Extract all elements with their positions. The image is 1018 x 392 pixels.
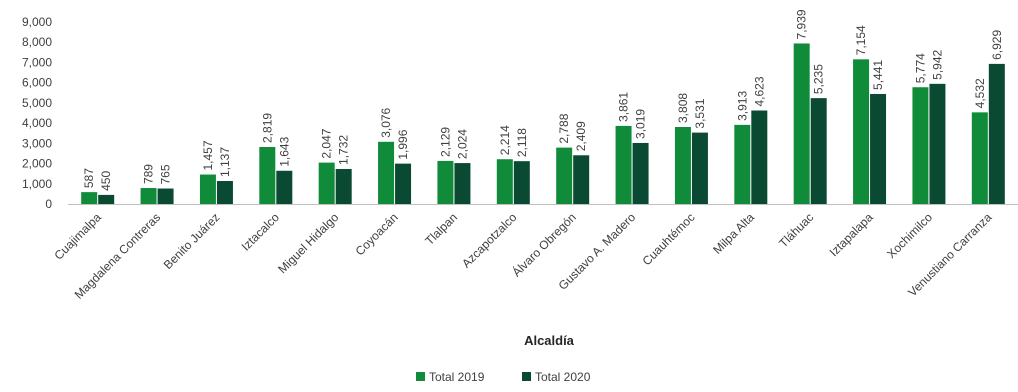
data-label: 1,137 (218, 147, 232, 177)
bar (853, 59, 870, 204)
data-label: 5,774 (913, 53, 927, 83)
y-axis: 0 1,000 2,000 3,000 4,000 5,000 6,000 7,000 8,00… (22, 15, 52, 211)
legend-swatch (416, 372, 425, 381)
bar (395, 163, 412, 204)
bar (513, 161, 530, 204)
y-tick-label: 2,000 (22, 157, 52, 171)
data-label: 3,076 (379, 107, 393, 137)
x-tick-label: Coyoacán (353, 210, 401, 258)
bar (496, 159, 513, 204)
bar (870, 93, 887, 204)
bar (556, 147, 573, 204)
data-label: 2,047 (320, 128, 334, 158)
y-tick-label: 6,000 (22, 76, 52, 90)
data-label: 2,214 (498, 125, 512, 155)
bar (98, 194, 115, 204)
bar (929, 83, 946, 204)
bar (988, 63, 1005, 205)
y-tick-label: 3,000 (22, 136, 52, 150)
x-axis-title: Alcaldía (524, 333, 575, 348)
data-label: 1,732 (337, 135, 351, 165)
data-label: 2,118 (515, 128, 529, 157)
y-tick-label: 1,000 (22, 177, 52, 191)
data-label: 1,996 (396, 129, 410, 159)
legend-swatch (522, 372, 531, 381)
x-tick-label: Cuajimalpa (51, 210, 104, 263)
data-label: 4,623 (752, 76, 766, 106)
bar (912, 87, 929, 204)
data-label: 765 (159, 164, 173, 184)
x-tick-label: Cuauhtémoc (640, 210, 698, 268)
bar (259, 146, 276, 204)
bar (335, 168, 352, 204)
data-label: 7,154 (854, 25, 868, 55)
data-label: 3,913 (735, 91, 749, 121)
y-tick-label: 0 (45, 197, 52, 211)
data-label: 450 (99, 171, 113, 191)
data-label: 5,441 (871, 60, 885, 90)
data-label: 7,939 (795, 9, 809, 39)
bar (734, 124, 751, 204)
x-tick-label: Iztapalapa (827, 210, 876, 259)
data-label: 2,788 (557, 113, 571, 143)
x-tick-label: Benito Juárez (161, 210, 223, 272)
data-label: 1,457 (201, 140, 215, 170)
bar (199, 174, 216, 204)
bar (674, 126, 691, 204)
data-label: 2,819 (260, 113, 274, 143)
data-label: 587 (82, 168, 96, 188)
bar (810, 98, 827, 204)
bar (216, 181, 233, 204)
bar (318, 162, 335, 204)
x-tick-label: Iztacalco (239, 210, 283, 254)
bar (971, 112, 988, 204)
data-label: 4,532 (973, 78, 987, 108)
bars (81, 43, 1005, 205)
y-tick-label: 8,000 (22, 35, 52, 49)
bar (751, 110, 768, 204)
data-label: 5,235 (812, 64, 826, 94)
bar (157, 188, 174, 204)
x-tick-label: Milpa Alta (710, 210, 757, 257)
bar (140, 188, 157, 204)
x-tick-label: Tlalpan (422, 210, 460, 248)
y-tick-label: 9,000 (22, 15, 52, 29)
data-label: 2,024 (455, 129, 469, 159)
y-tick-label: 7,000 (22, 55, 52, 69)
bar (632, 142, 649, 204)
bar (615, 125, 632, 204)
data-label: 2,409 (574, 121, 588, 151)
bar (378, 141, 395, 204)
bar (793, 43, 810, 204)
bar (691, 132, 708, 204)
x-tick-label: Miguel Hidalgo (275, 210, 341, 276)
x-tick-label: Xochimilco (884, 210, 935, 261)
legend: Total 2019 Total 2020 (416, 370, 591, 384)
data-label: 3,531 (693, 98, 707, 128)
data-label: 6,929 (990, 30, 1004, 60)
x-tick-label: Tláhuac (776, 210, 816, 250)
data-label: 3,808 (676, 93, 690, 123)
y-tick-label: 5,000 (22, 96, 52, 110)
data-label: 1,643 (277, 136, 291, 166)
data-label: 5,942 (930, 49, 944, 79)
legend-label: Total 2020 (535, 370, 591, 384)
data-label: 3,019 (634, 109, 648, 139)
data-label: 3,861 (617, 92, 631, 122)
bar (437, 160, 454, 204)
bar (573, 155, 590, 204)
bar (81, 192, 98, 204)
x-tick-label: Azcapotzalco (459, 210, 520, 271)
bar (276, 170, 293, 204)
y-tick-label: 4,000 (22, 116, 52, 130)
bar (454, 163, 471, 204)
data-label: 2,129 (438, 127, 452, 157)
legend-label: Total 2019 (429, 370, 485, 384)
data-label: 789 (142, 164, 156, 184)
